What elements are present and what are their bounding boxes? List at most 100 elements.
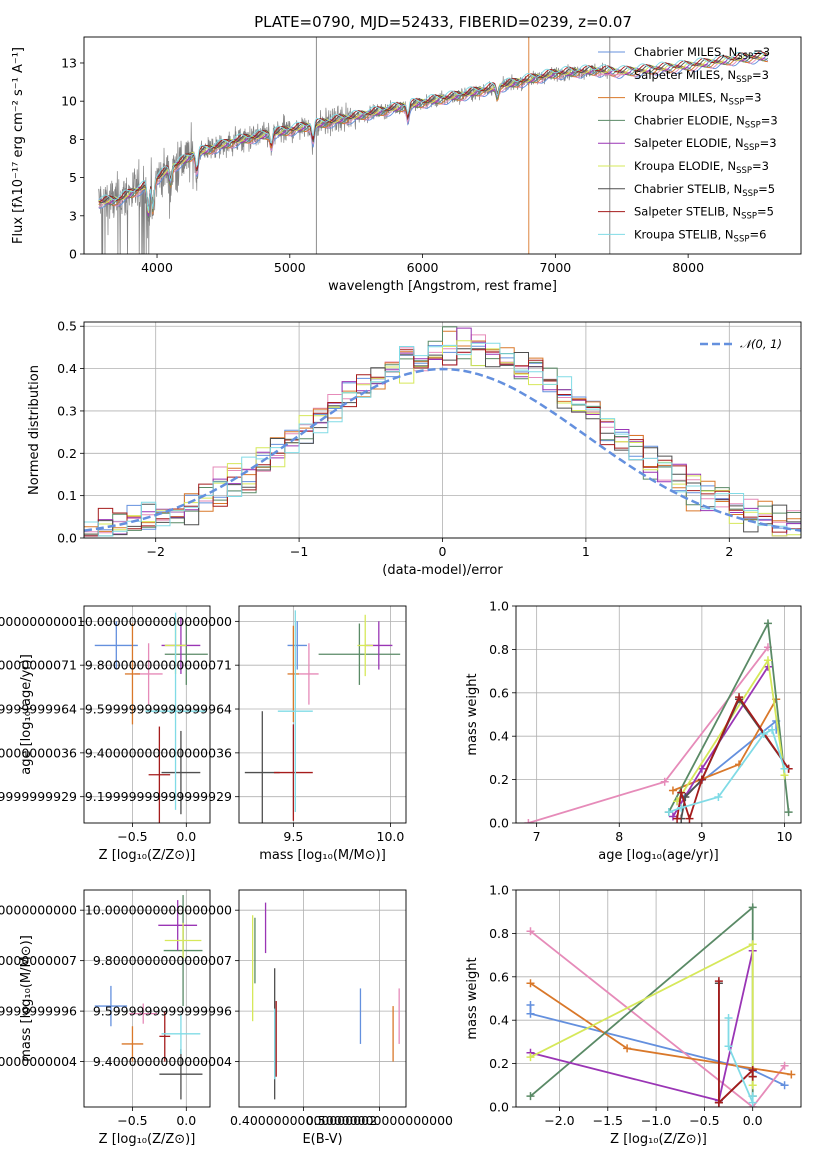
panel-mass_vs_Z: −0.5 0.0 9.4000000000000004 9.5999999999999… (0, 889, 211, 1147)
y-tick-label: 9.8000000000000007 (93, 953, 232, 968)
y-tick-label: 0.4 (489, 729, 509, 744)
weight-marker (780, 764, 789, 773)
legend-entry: Salpeter MILES, NSSP=3 (634, 68, 769, 85)
weight-marker (668, 786, 677, 795)
weight-marker (623, 1044, 632, 1053)
y-tick-label: 1.0 (489, 883, 509, 898)
y-tick-label: 5 (69, 170, 77, 185)
panel-age_vs_Z: −0.5 0.0 9.19999999999999929 9.400000000000… (0, 605, 211, 863)
y-tick-label: 0.4 (57, 361, 77, 376)
x-tick-label: 7000 (539, 260, 571, 275)
x-tick-label: −1.0 (641, 1113, 671, 1128)
weight-series-line (528, 646, 769, 823)
weight-marker (763, 656, 772, 665)
histogram-series (84, 342, 801, 538)
panel-residual_hist: −2 −1 0 1 2 0.0 0.1 0.2 0.3 0.4 0.5 (data-model)/er… (27, 319, 802, 578)
y-tick-label: 0.2 (57, 446, 77, 461)
legend-entry: 𝒩(0, 1) (740, 337, 782, 351)
weight-series-line (668, 728, 786, 813)
weight-marker (724, 1014, 733, 1023)
y-axis-label: age [log₁₀(age/yr)] (19, 654, 34, 775)
weight-marker (697, 775, 706, 784)
y-axis-label: mass [log₁₀(M/M⊙)] (19, 935, 34, 1062)
x-axis-label: (data-model)/error (382, 563, 503, 578)
spectrum-legend: Chabrier MILES, NSSP=3 Salpeter MILES, NS… (598, 45, 778, 244)
weight-marker (768, 725, 777, 734)
spectrum-model-line (98, 51, 769, 210)
weight-series-line (529, 1005, 785, 1087)
plot-area (252, 902, 400, 1100)
panel-weight_vs_age: 7 8 9 10 0.0 0.2 0.4 0.6 0.8 1.0 age [log₁₀(age/yr… (465, 599, 802, 863)
y-axis-label: mass weight (465, 673, 480, 755)
x-tick-label: 8000 (672, 260, 704, 275)
weight-marker (526, 1053, 535, 1062)
x-axis-label: age [log₁₀(age/yr)] (598, 848, 719, 863)
x-tick-label: −1.5 (593, 1113, 623, 1128)
y-tick-label: 9.5999999999999996 (93, 1004, 232, 1019)
y-tick-label: 9.80000000000000071 (85, 658, 232, 673)
y-tick-label: 9.4000000000000004 (93, 1054, 232, 1069)
panel-weight_vs_Z: −2.0 −1.5 −1.0 −0.5 0.0 0.0 0.2 0.4 0.6 0.8 1.0 Z [… (465, 883, 802, 1147)
weight-marker (664, 808, 673, 817)
weight-marker (784, 808, 793, 817)
y-tick-label: 10.00000000000000000 (77, 614, 232, 629)
weight-marker (748, 903, 757, 912)
legend-entry: Salpeter ELODIE, NSSP=3 (634, 136, 777, 153)
legend-entry: Kroupa MILES, NSSP=3 (634, 91, 761, 108)
weight-series-line (672, 698, 777, 792)
y-tick-label: 9.40000000000000036 (85, 745, 232, 760)
x-tick-label: −2 (146, 544, 164, 559)
weight-marker (780, 1081, 789, 1090)
y-tick-label: 0.8 (489, 642, 509, 657)
y-tick-label: 0.8 (489, 926, 509, 941)
x-tick-label: 10 (777, 829, 793, 844)
figure-title: PLATE=0790, MJD=52433, FIBERID=0239, z=0… (254, 13, 632, 31)
weight-marker (685, 814, 694, 823)
y-tick-label: 13 (61, 55, 77, 70)
y-tick-label: 1.0 (489, 599, 509, 614)
axes-frame (238, 605, 407, 824)
weight-marker (660, 777, 669, 786)
y-tick-label: 0.6 (489, 685, 509, 700)
y-tick-label: 10 (61, 94, 77, 109)
y-tick-label: 0.3 (57, 403, 77, 418)
x-tick-label: −1 (290, 544, 308, 559)
plot-area (524, 619, 793, 823)
spectrum-model-line (98, 52, 769, 211)
x-axis-label: mass [log₁₀(M/M⊙)] (259, 848, 386, 863)
weight-marker (526, 927, 535, 936)
x-tick-label: 9.5 (283, 829, 303, 844)
x-tick-label: −0.5 (117, 1113, 147, 1128)
x-axis-label: Z [log₁₀(Z/Z⊙)] (99, 1132, 196, 1147)
y-tick-label: 0.0 (57, 531, 77, 546)
weight-marker (748, 940, 757, 949)
plot-area (94, 895, 203, 1100)
legend-entry: Chabrier MILES, NSSP=3 (634, 45, 770, 62)
legend-entry: Kroupa STELIB, NSSP=6 (634, 227, 766, 244)
x-axis-label: E(B-V) (302, 1132, 342, 1147)
weight-marker (526, 1092, 535, 1101)
x-tick-label: −0.5 (689, 1113, 719, 1128)
axes-frame (238, 889, 407, 1108)
x-axis-label: wavelength [Angstrom, rest frame] (328, 279, 557, 294)
y-tick-label: 3 (69, 208, 77, 223)
y-axis-label: Flux [fλ10⁻¹⁷ erg cm⁻² s⁻¹ A⁻¹] (11, 47, 26, 244)
axes-frame (83, 889, 211, 1108)
y-tick-label: 0.2 (489, 772, 509, 787)
plot-area (94, 612, 208, 823)
x-tick-label: 2 (725, 544, 733, 559)
y-tick-label: 0 (69, 247, 77, 262)
weight-marker (526, 1009, 535, 1018)
axes-frame (515, 889, 802, 1108)
x-axis-label: Z [log₁₀(Z/Z⊙)] (99, 848, 196, 863)
weight-marker (714, 792, 723, 801)
y-tick-label: 9.4000000000000004 (0, 1054, 77, 1069)
weight-marker (763, 619, 772, 628)
y-tick-label: 0.1 (57, 488, 77, 503)
y-tick-label: 9.80000000000000071 (0, 658, 77, 673)
normal-curve (84, 367, 801, 532)
histogram-series (84, 349, 801, 538)
panel-age_vs_mass: 9.5 10.0 9.19999999999999929 9.400000000000… (77, 605, 407, 863)
weight-marker (748, 1072, 757, 1081)
